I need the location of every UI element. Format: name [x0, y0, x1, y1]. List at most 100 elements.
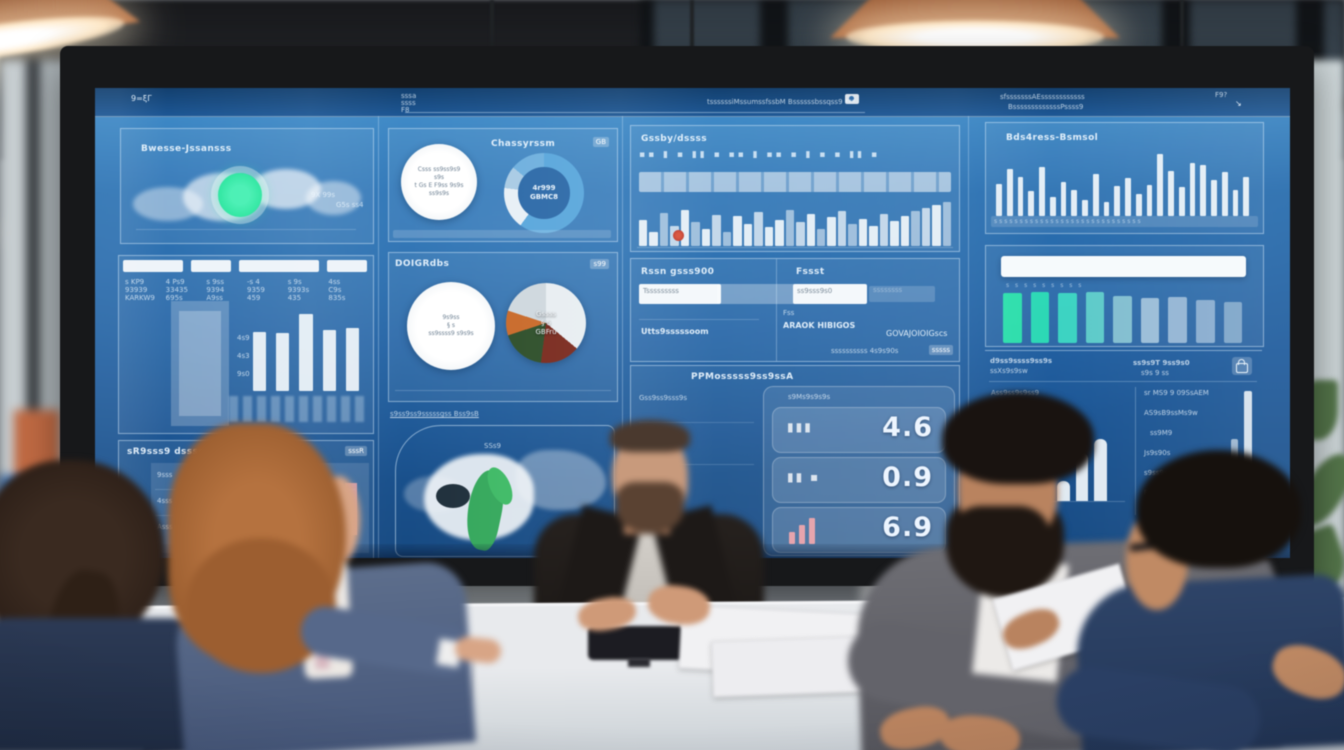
gauge1-footer [393, 230, 611, 238]
highlight-column-inner [179, 311, 221, 416]
cell: s 9ss [206, 278, 224, 286]
pink-mini-bar [809, 518, 815, 544]
teal-bar-chart [1003, 289, 1251, 343]
green-marker [218, 173, 262, 217]
form-right-title: Fssst [796, 267, 825, 277]
topbar-right-line1: sfsssssssAEssssssssssss [1000, 93, 1085, 101]
circle-line: s9s [433, 174, 445, 181]
list-row: 9sss [157, 471, 173, 479]
form-label-1: ARAOK HIBIGOS [783, 321, 856, 330]
details-mid-2: s9s 9 ss [1141, 369, 1169, 377]
list-row: Asss [157, 523, 173, 531]
cell: 9393s [287, 286, 310, 294]
panel-list-title: sR9sss9 dssssss3s [127, 447, 229, 457]
kpi-card: s9Ms9s9s9s ▮▮▮ 4.6 ▮▮ ▪ 0.9 6.9 [763, 386, 955, 556]
details-row: AS9sB9ssMs9w [1144, 409, 1198, 417]
topbar-glyph: 9=ξΓ [131, 94, 152, 103]
form-left-label: Utts9sssssoom [641, 327, 709, 336]
panel-bar-chart-right: Bds4ress-Bsmsol ssssssssssssssssssssssss… [985, 122, 1264, 234]
alert-dot [673, 230, 684, 241]
details-mid-1: ss9s9T 9ss9s0 [1133, 359, 1190, 367]
donut-chart: 4r999 GBMC8 [504, 153, 584, 233]
trend-note-1: 9X 99s [311, 191, 336, 199]
cell: 459 [247, 294, 261, 302]
map-note: SSs9 [484, 442, 501, 450]
hair [942, 392, 1094, 484]
dashboard-topbar [95, 88, 1290, 117]
side-num-2: 4s3 [237, 352, 250, 360]
skyline-silhouette [229, 396, 369, 422]
topbar-mini-2: ssss [401, 99, 416, 107]
trend-baseline [136, 229, 356, 230]
person-right-man [840, 388, 1283, 750]
phone-dock-foot [628, 658, 650, 667]
cell: 93939 [125, 286, 148, 294]
circle-line: t Gs E F9ss 9s9s [414, 182, 464, 189]
kpi-left-row: Gss9ss9sss9s [639, 394, 687, 402]
topbar-mini-1: sssa [401, 92, 417, 100]
kpi-mini-chart: ▮▮ ▪ [787, 470, 821, 484]
form-badge: sssss [928, 345, 953, 355]
pie-line: Gssss [535, 309, 556, 318]
axis-strip [991, 216, 1258, 227]
hanging-rod [490, 0, 494, 70]
side-num-1: 4s9 [237, 334, 250, 342]
white-circle-2: 9s9ss § s ss9ssss9 s9s9s [407, 282, 495, 370]
cell: 9359 [247, 286, 265, 294]
pink-mini-bar [799, 525, 805, 544]
bar-chart-title: Bds4ress-Bsmsol [1006, 133, 1099, 143]
person-auburn-woman [150, 418, 503, 750]
form-label-2: GOVAJOIOIGscs [886, 329, 948, 338]
axis-ticks: sssssssssssssssssssssssssssss [994, 218, 1143, 225]
pink-mini-bar [789, 532, 795, 544]
pie-chart: Gssss § 5 GBFru [506, 283, 586, 363]
cell: 435 [287, 294, 302, 302]
gauge2-title: DOIGRdbs [395, 259, 450, 269]
cell: s KP9 [125, 278, 145, 286]
kpi-value: 0.9 [882, 462, 933, 493]
panel-gauge-2: DOIGRdbs s99 9s9ss § s ss9ssss9 s9s9s Gs… [388, 252, 618, 402]
circle-line: Csss ss9ss9s9 [417, 166, 461, 173]
topbar-center-text: tssssssiMssumssfssbM Bssssssbssqss9 *** [707, 98, 856, 106]
pie-line: GBFru [535, 327, 557, 336]
teal-ticks: s s s s s s s s s [1006, 282, 1084, 289]
hanging-rod [690, 0, 694, 70]
donut-label: GBMC8 [529, 193, 559, 201]
white-bar-chart [253, 301, 369, 391]
white-circle-1: Csss ss9ss9s9 s9s t Gs E F9ss 9s9s ss9s9… [401, 144, 477, 220]
map-dark-region [436, 484, 470, 508]
details-row: Js9s90s [1144, 449, 1171, 457]
panel-teal-bars: s s s s s s s s s [985, 245, 1264, 347]
gauge1-badge: GB [592, 137, 609, 147]
lock-icon [1236, 359, 1248, 373]
bars-top-title: Gssby/dssss [641, 134, 707, 144]
phone-dock [588, 626, 684, 660]
cell: 835s [328, 294, 346, 302]
cell: s 9s [287, 278, 302, 286]
topbar-underline [405, 112, 865, 113]
kpi-mini-chart: ▮▮▮ [787, 420, 813, 434]
topbar-right-icon: F9? [1215, 91, 1228, 99]
camera-icon [845, 94, 859, 104]
input-field: ss9sss9s0 [793, 284, 867, 304]
panel-gauge-1: Chassyrssm GB Csss ss9ss9s9 s9s t Gs E F… [388, 128, 618, 242]
icon-row: ▪▪ ▮ ▪ ▮▮ ▪ ▪▪ ▮ ▪▪ ▪ ▮ ▪ ▪ ▮▮ ▪ [639, 150, 881, 160]
kpi-row-1: ▮▮▮ 4.6 [772, 407, 946, 453]
white-bar-chart-right [996, 151, 1254, 216]
form-bottom: ssssssssss 4s9s90s [831, 347, 899, 355]
beard [950, 506, 1050, 596]
beard [616, 482, 684, 534]
topbar-mini-3: F8 [401, 106, 410, 114]
details-row: ss9M9 [1150, 429, 1173, 437]
kpi-value: 6.9 [882, 512, 933, 543]
table-grid: s KP9 93939 KARKW9 4 Ps9 33435 695s s 9ss 939… [125, 278, 369, 302]
circle-line: ss9ssss9 s9s9s [428, 330, 474, 337]
donut-value: 4r999 [532, 184, 556, 192]
white-progress-bar [1001, 256, 1246, 277]
circle-line: 9s9ss [442, 314, 460, 321]
cell: A9ss [206, 294, 223, 302]
person-far-right [1052, 438, 1344, 750]
trend-note-2: G5s ss4 [336, 201, 364, 209]
details-head-2: ssXs9s9sw [990, 367, 1028, 375]
kpi-sub: s9Ms9s9s9s [788, 393, 831, 401]
